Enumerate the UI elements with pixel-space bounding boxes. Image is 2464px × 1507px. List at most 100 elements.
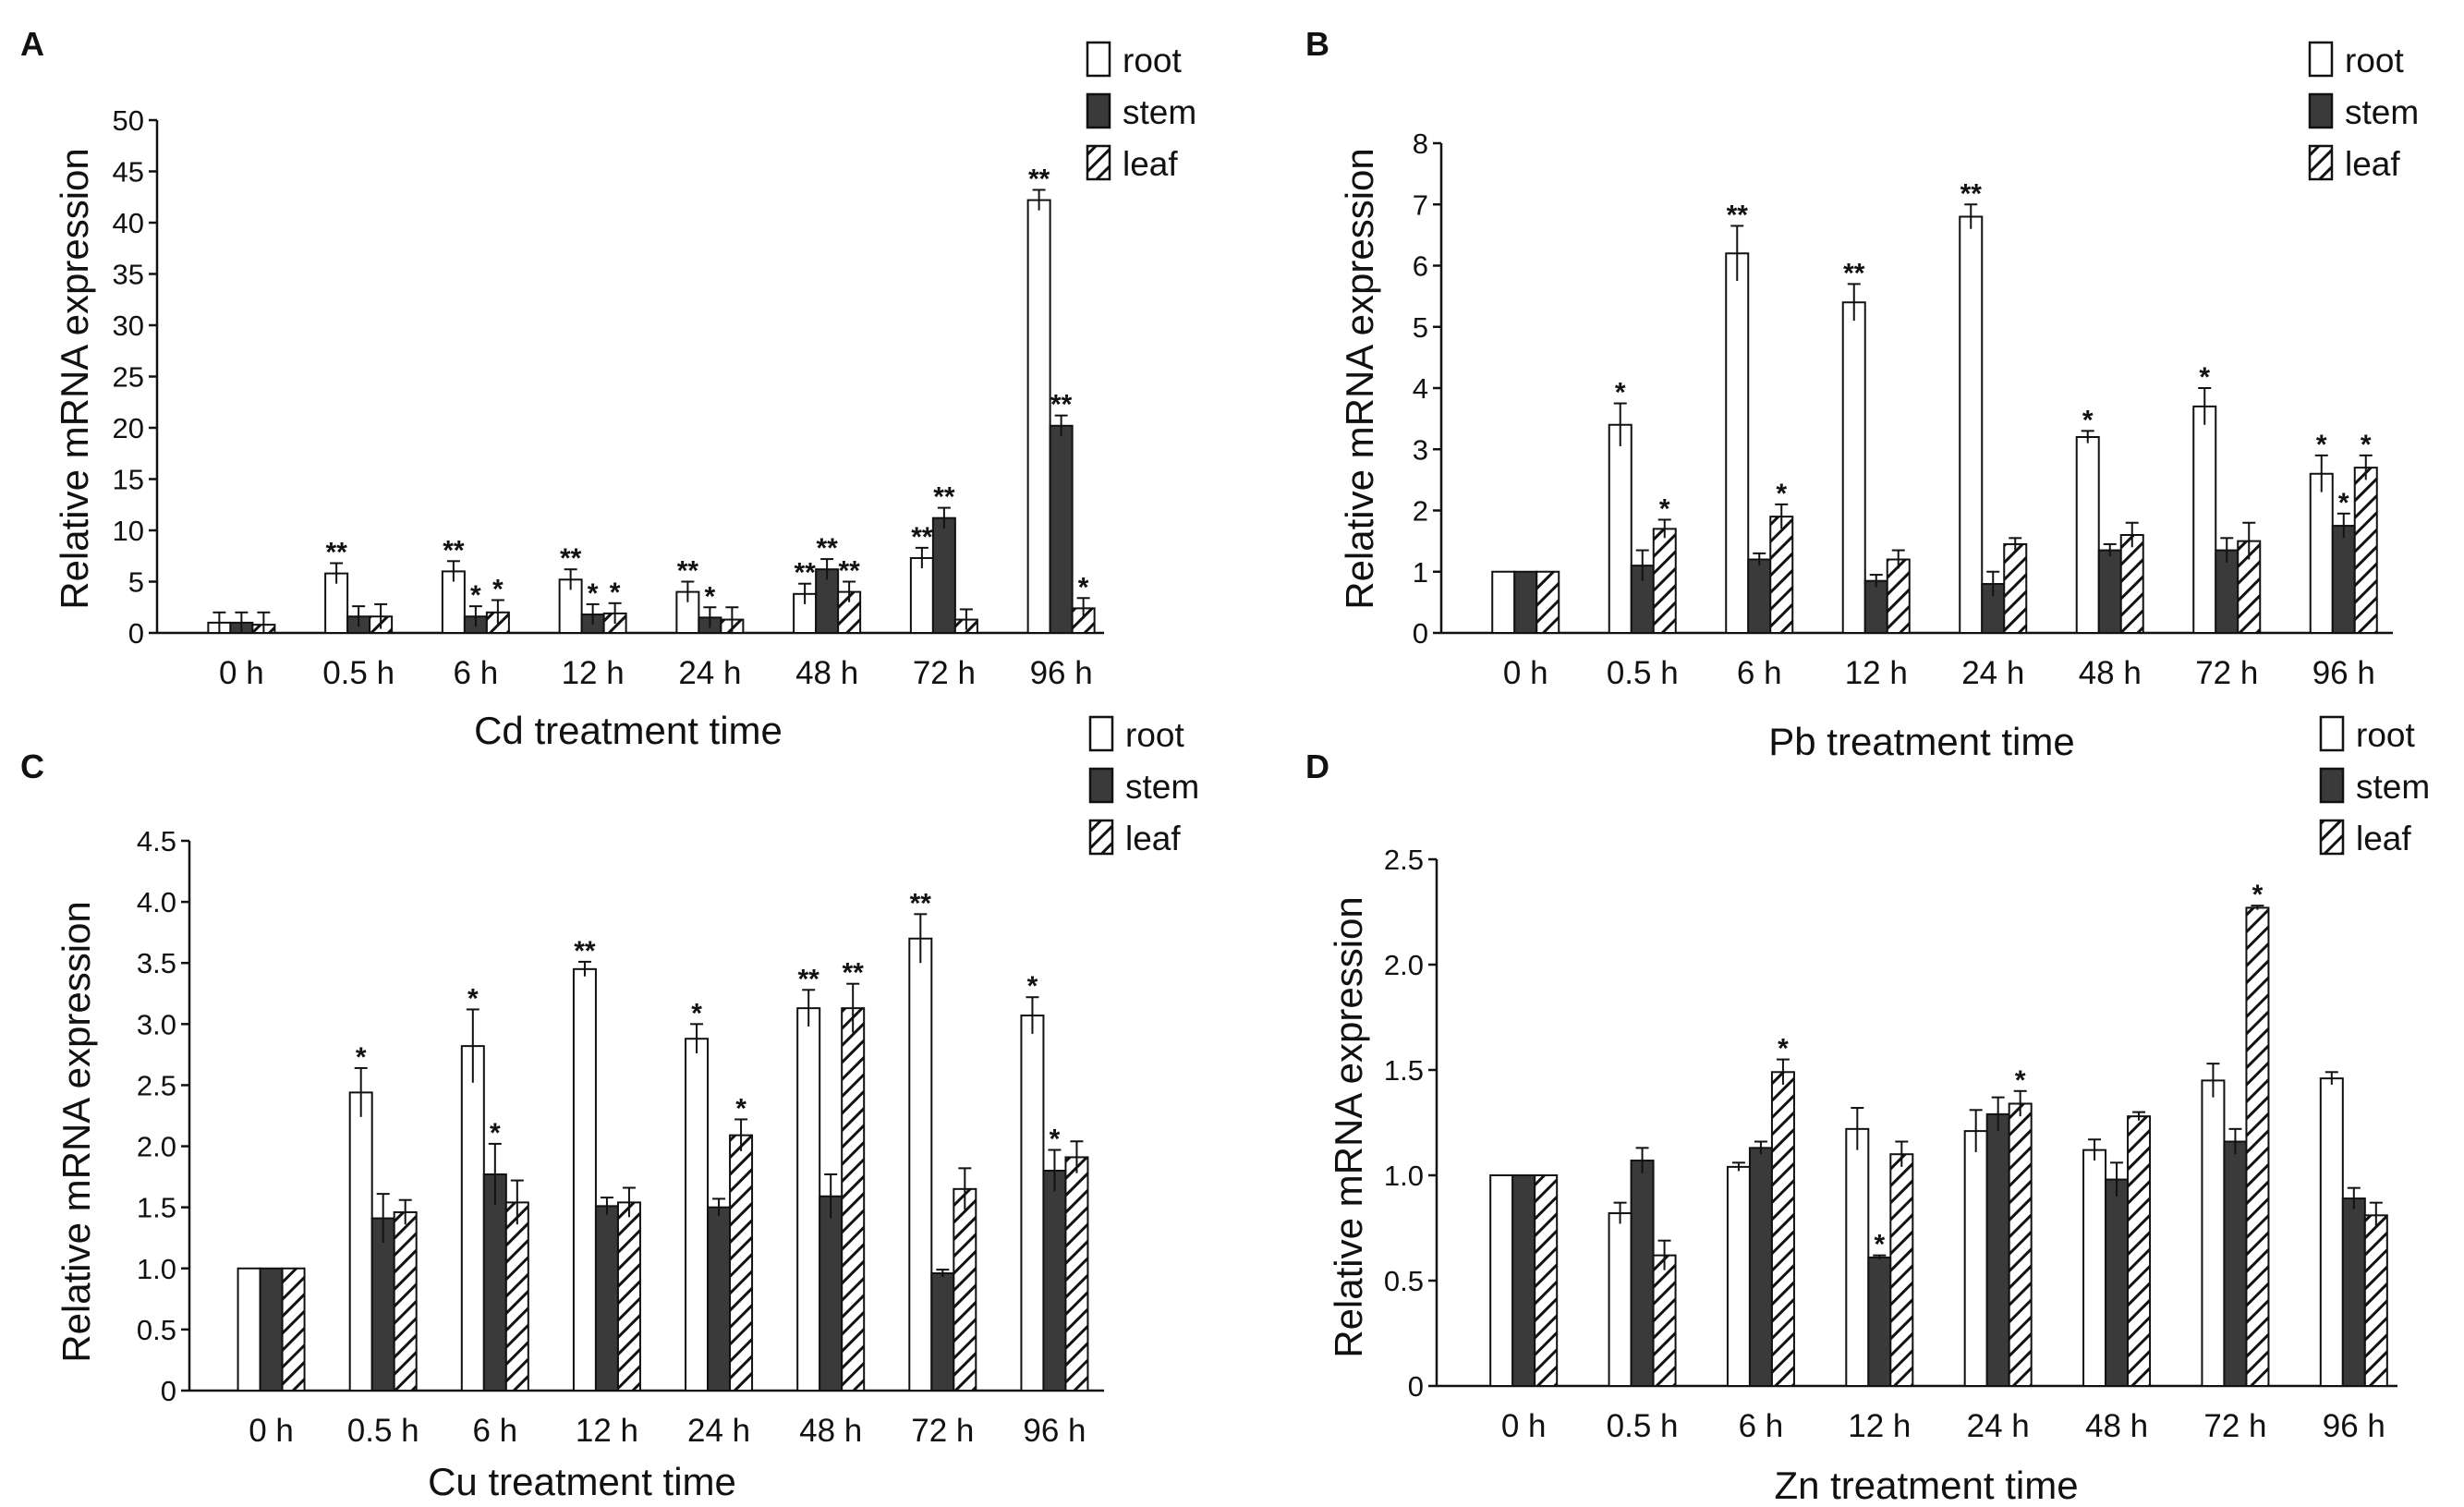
bar-stem	[482, 1173, 507, 1392]
y-tick-label: 2.5	[1384, 844, 1424, 876]
bar-root	[1841, 301, 1866, 634]
bar-leaf	[1889, 1153, 1914, 1387]
significance-mark: **	[325, 538, 347, 568]
y-tick-label: 5	[128, 566, 144, 599]
x-tick-label: 6 h	[472, 1413, 517, 1449]
y-tick-label: 1.0	[137, 1253, 176, 1285]
bar-root	[1726, 1165, 1751, 1387]
y-tick-label: 0.5	[1384, 1265, 1424, 1297]
significance-mark: **	[794, 558, 816, 589]
x-tick-label: 0.5 h	[347, 1413, 419, 1449]
y-tick-label: 0	[1413, 617, 1428, 650]
x-tick-label: 24 h	[678, 655, 741, 691]
bar-root	[237, 1267, 261, 1392]
x-tick-label: 48 h	[795, 655, 858, 691]
legend-label-root: root	[2356, 716, 2415, 754]
significance-mark: *	[735, 1093, 746, 1124]
chart-panel-C: C 0 0.5 1.0 1.5 2.0 2.5 3.0 3.5 4.0 4.5 Relative mR…	[20, 715, 1199, 1503]
y-tick-label: 2.5	[137, 1069, 176, 1101]
x-tick-label: 96 h	[1023, 1413, 1086, 1449]
legend-label-root: root	[2345, 42, 2404, 79]
legend-label-stem: stem	[1125, 768, 1199, 806]
panel-label: C	[20, 747, 44, 785]
y-tick-label: 45	[113, 156, 144, 188]
significance-mark: *	[1615, 378, 1626, 408]
x-tick-label: 0 h	[219, 655, 264, 691]
y-tick-label: 50	[113, 104, 144, 137]
y-axis-title: Relative mRNA expression	[53, 148, 96, 610]
bar-stem	[707, 1206, 732, 1392]
y-tick-label: 7	[1413, 188, 1428, 221]
x-tick-label: 0 h	[1501, 1408, 1547, 1444]
significance-mark: **	[816, 533, 838, 564]
legend-label-leaf: leaf	[1125, 820, 1181, 857]
x-tick-label: 72 h	[911, 1413, 974, 1449]
x-tick-label: 48 h	[799, 1413, 862, 1449]
bar-stem	[1513, 570, 1538, 634]
bar-root	[1026, 199, 1051, 635]
y-tick-label: 4.0	[137, 886, 176, 918]
bar-stem	[2215, 549, 2239, 634]
x-tick-label: 24 h	[1967, 1408, 2030, 1444]
bar-leaf	[1886, 558, 1911, 634]
bar-stem	[2105, 1178, 2130, 1388]
legend-swatch-leaf	[1088, 819, 1114, 856]
legend-label-leaf: leaf	[1123, 145, 1178, 183]
y-tick-label: 0	[1408, 1370, 1424, 1403]
bar-stem	[1511, 1174, 1536, 1387]
bar-stem	[1985, 1112, 2010, 1387]
bar-leaf	[2245, 906, 2270, 1387]
bar-stem	[2341, 1197, 2366, 1387]
legend: root stem leaf	[1086, 41, 1196, 183]
legend-label-leaf: leaf	[2345, 145, 2400, 183]
x-tick-label: 12 h	[576, 1413, 638, 1449]
bar-root	[1489, 1174, 1514, 1387]
bar-leaf	[393, 1210, 418, 1392]
legend-label-stem: stem	[2345, 93, 2419, 131]
bar-leaf	[2127, 1115, 2152, 1388]
x-tick-label: 96 h	[1030, 655, 1093, 691]
x-tick-label: 12 h	[562, 655, 625, 691]
x-axis-title: Zn treatment time	[1774, 1464, 2078, 1507]
x-axis-title: Pb treatment time	[1768, 720, 2074, 763]
bar-root	[2075, 436, 2100, 634]
bar-leaf	[841, 1007, 866, 1392]
y-tick-label: 3.0	[137, 1008, 176, 1040]
y-tick-label: 2.0	[137, 1131, 176, 1163]
x-tick-label: 0 h	[1503, 655, 1548, 691]
bar-leaf	[2363, 1214, 2388, 1387]
bar-root	[1963, 1130, 1988, 1387]
x-tick-label: 48 h	[2079, 655, 2142, 691]
legend-swatch-stem	[2308, 92, 2334, 129]
bar-leaf	[1535, 570, 1560, 634]
bar-root	[796, 1007, 821, 1392]
bar-leaf	[616, 1201, 641, 1392]
significance-mark: *	[470, 580, 481, 611]
x-tick-label: 12 h	[1848, 1408, 1911, 1444]
bar-leaf	[281, 1267, 306, 1392]
legend-swatch-stem	[2319, 767, 2345, 804]
x-tick-label: 0.5 h	[1607, 655, 1679, 691]
bar-root	[2082, 1148, 2107, 1388]
y-axis-title: Relative mRNA expression	[1327, 896, 1370, 1358]
x-tick-label: 0.5 h	[1607, 1408, 1679, 1444]
legend-label-root: root	[1125, 716, 1184, 754]
y-tick-label: 6	[1413, 250, 1428, 283]
panel-label: D	[1305, 747, 1329, 785]
y-axis-title: Relative mRNA expression	[1338, 148, 1381, 610]
bar-stem	[1748, 1147, 1773, 1387]
significance-mark: *	[2082, 405, 2094, 435]
significance-mark: *	[1778, 1034, 1789, 1064]
bar-stem	[1630, 1160, 1655, 1388]
significance-mark: *	[1874, 1230, 1885, 1260]
significance-mark: **	[1960, 178, 1983, 209]
x-tick-label: 24 h	[687, 1413, 750, 1449]
legend-swatch-root	[2319, 715, 2345, 752]
y-tick-label: 0	[128, 617, 144, 650]
y-tick-label: 4.5	[137, 825, 176, 857]
legend-swatch-leaf	[2319, 819, 2345, 856]
significance-mark: *	[2199, 362, 2210, 393]
legend: root stem leaf	[2308, 41, 2419, 183]
y-tick-label: 8	[1413, 128, 1428, 160]
